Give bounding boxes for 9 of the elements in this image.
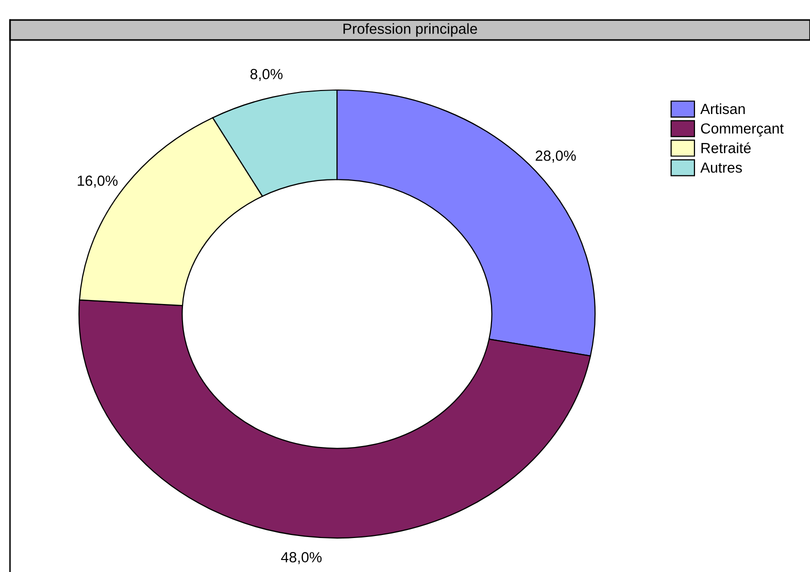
data-label: 28,0% bbox=[536, 150, 576, 163]
data-label: 48,0% bbox=[281, 552, 322, 564]
legend-label: Artisan bbox=[700, 103, 745, 114]
data-label: 16,0% bbox=[78, 176, 118, 188]
legend-label: Commerçant bbox=[701, 123, 784, 137]
chart-title: Profession principale bbox=[344, 23, 478, 37]
legend-label: Retraité bbox=[701, 142, 751, 154]
legend-label: Autres bbox=[700, 162, 742, 173]
data-label: 8,0% bbox=[250, 68, 283, 81]
